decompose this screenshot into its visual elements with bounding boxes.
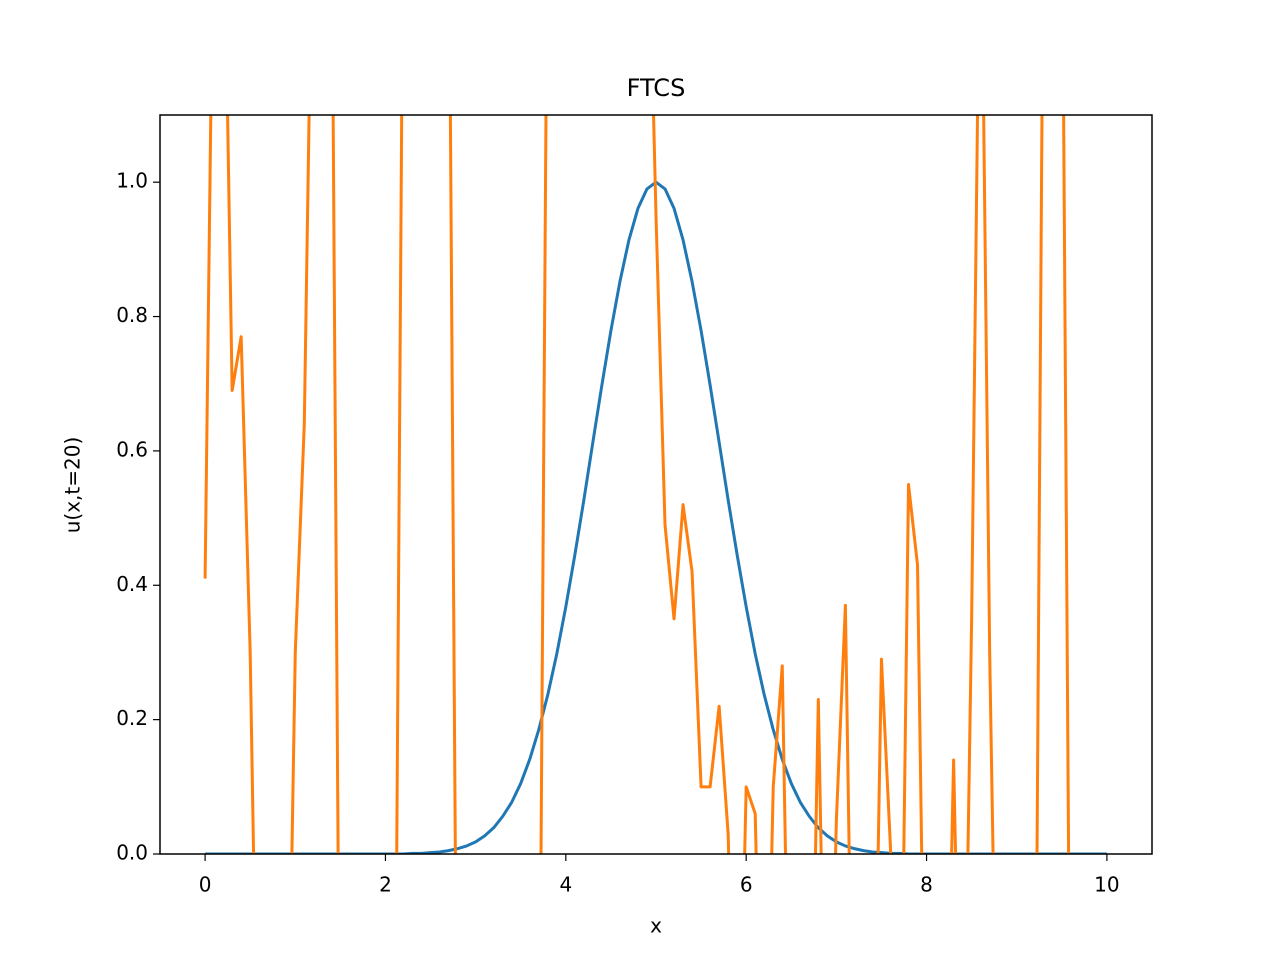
y-tick-label: 1.0 [116, 169, 148, 193]
x-tick-label: 6 [740, 873, 753, 897]
x-axis-label: x [650, 914, 662, 938]
x-tick-label: 0 [199, 873, 212, 897]
x-tick-label: 8 [920, 873, 933, 897]
y-tick-label: 0.8 [116, 303, 148, 327]
chart-title: FTCS [627, 74, 686, 102]
y-axis-label: u(x,t=20) [61, 437, 85, 534]
y-tick-label: 0.6 [116, 437, 148, 461]
series-line [203, 115, 1071, 854]
y-tick-label: 0.2 [116, 706, 148, 730]
x-tick-label: 10 [1094, 873, 1119, 897]
y-tick-label: 0.4 [116, 572, 148, 596]
x-tick-label: 2 [379, 873, 392, 897]
y-tick-label: 0.0 [116, 841, 148, 865]
axes-frame [159, 114, 1153, 855]
plot-area [203, 115, 1107, 854]
x-tick-label: 4 [559, 873, 572, 897]
